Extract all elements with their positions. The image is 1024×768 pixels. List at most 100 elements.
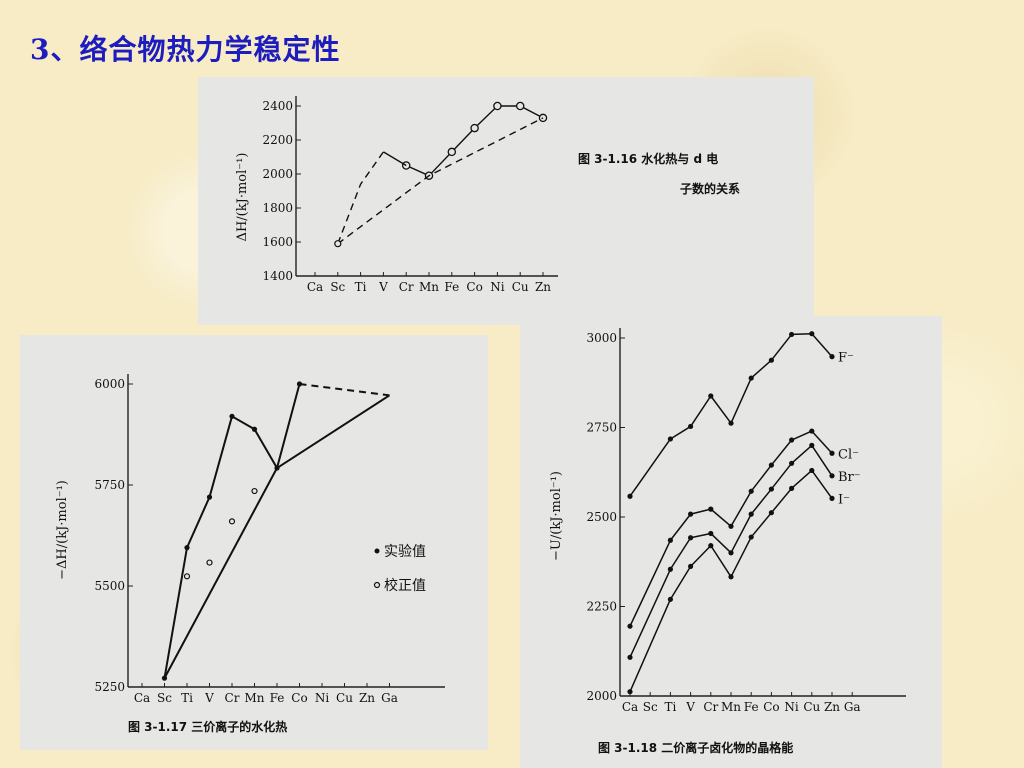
series-line-3	[629, 469, 833, 693]
y-tick-label: 2200	[262, 133, 293, 147]
y-tick-label: 2500	[586, 510, 617, 524]
series-line-0	[405, 105, 544, 177]
chart-hydration-heat-d-electrons: 1400 1600 1800 2000 2200 2400 Ca Sc Ti V Cr Mn Fe Co N…	[235, 96, 740, 294]
series-line-3	[337, 117, 544, 245]
data-point	[768, 462, 774, 468]
x-tick-label: Mn	[244, 691, 264, 705]
data-point	[627, 493, 633, 499]
data-point	[829, 495, 835, 501]
x-tick-label: Mn	[721, 700, 741, 714]
data-point	[809, 467, 815, 474]
legend-label-corrected: 校正值	[384, 577, 426, 594]
data-point	[789, 485, 795, 491]
legend-label-experimental: 实验值	[384, 544, 426, 560]
y-tick-label: 5500	[94, 579, 125, 593]
y-tick-label: 5750	[94, 478, 125, 492]
x-tick-label: Cu	[512, 280, 529, 294]
x-tick-label: Ti	[181, 691, 193, 705]
series-line-1	[629, 430, 833, 627]
y-tick-label: 1800	[262, 201, 293, 215]
x-tick-label: Sc	[643, 700, 658, 714]
x-tick-label: Zn	[824, 700, 840, 714]
caption-line-2: 子数的关系	[680, 181, 740, 196]
x-tick-label: V	[685, 700, 695, 714]
chart-marks	[334, 101, 548, 248]
y-axis-label: −U/(kJ·mol⁻¹)	[549, 471, 564, 561]
series-line-2	[163, 394, 391, 679]
data-point	[768, 357, 774, 363]
x-tick-label: Fe	[444, 280, 459, 294]
data-point	[493, 101, 502, 111]
data-point-corrected	[228, 518, 236, 525]
x-tick-label: Sc	[157, 691, 172, 705]
x-tick-label: Ca	[134, 691, 150, 705]
caption: 图 3-1.17 三价离子的水化热	[128, 719, 287, 734]
y-tick-label: 2000	[586, 689, 617, 703]
data-point	[708, 506, 714, 512]
data-point	[809, 442, 815, 448]
figure-3-1-17-panel: 5250 5500 5750 6000 Ca Sc Ti V Cr Mn Fe Co Ni Cu Zn Ga …	[20, 335, 488, 750]
x-tick-label: Ca	[307, 280, 323, 294]
data-point	[728, 550, 734, 556]
data-point	[515, 101, 525, 111]
data-point	[708, 543, 714, 549]
y-tick-label: 2250	[586, 600, 617, 614]
figure-3-1-16-panel: 1400 1600 1800 2000 2200 2400 Ca Sc Ti V Cr Mn Fe Co N…	[198, 77, 814, 325]
data-point	[768, 486, 774, 492]
y-tick-label: 2000	[262, 167, 293, 181]
chart-marks: F⁻ Cl⁻ Br⁻ I⁻	[627, 331, 861, 695]
x-tick-label: Ga	[844, 700, 861, 714]
x-tick-label: Cu	[336, 691, 353, 705]
data-point	[206, 494, 213, 500]
axes: 1400 1600 1800 2000 2200 2400 Ca Sc Ti V Cr Mn Fe Co N…	[262, 96, 558, 294]
y-tick-label: 2400	[262, 99, 293, 113]
y-tick-label: 5250	[94, 680, 125, 694]
data-point	[708, 530, 714, 537]
slide-title: 3、络合物热力学稳定性	[30, 33, 341, 66]
x-tick-label: Fe	[270, 691, 285, 705]
data-point	[829, 473, 835, 479]
series-line-3	[299, 383, 390, 397]
data-point	[829, 450, 835, 456]
series-line-0	[629, 332, 833, 497]
data-point	[688, 563, 694, 570]
x-tick-label: Cr	[399, 280, 414, 294]
x-tick-label: Zn	[359, 691, 375, 705]
legend-marker-filled	[374, 548, 380, 554]
data-point	[809, 428, 815, 434]
data-point	[768, 510, 774, 516]
data-point	[789, 460, 795, 466]
series-label: Cl⁻	[838, 447, 859, 462]
y-tick-label: 2750	[586, 421, 617, 435]
data-point	[667, 596, 673, 602]
data-point	[470, 123, 479, 133]
legend-marker-open	[373, 581, 381, 589]
data-point	[667, 436, 673, 442]
data-point	[688, 535, 694, 541]
y-tick-label: 3000	[586, 331, 617, 345]
data-point	[184, 545, 190, 551]
x-tick-label: Ca	[622, 700, 638, 714]
x-tick-label: Ni	[490, 280, 505, 294]
data-point	[708, 393, 714, 399]
chart-lattice-energy-halides: 2000 2250 2500 2750 3000 Ca Sc Ti V Cr Mn Fe Co Ni Cu Z…	[549, 328, 906, 755]
data-point	[627, 654, 633, 660]
series-line-2	[629, 444, 833, 658]
y-axis-label: ΔH/(kJ·mol⁻¹)	[235, 153, 250, 242]
caption: 图 3-1.18 二价离子卤化物的晶格能	[598, 740, 793, 755]
x-tick-label: Mn	[419, 280, 439, 294]
series-label: Br⁻	[838, 470, 861, 485]
data-point	[829, 354, 835, 360]
data-point	[789, 331, 795, 338]
y-axis-label: −ΔH/(kJ·mol⁻¹)	[55, 480, 70, 580]
x-tick-label: Ti	[664, 700, 676, 714]
x-tick-label: Co	[466, 280, 482, 294]
data-point	[748, 534, 754, 540]
x-tick-label: Ti	[355, 280, 367, 294]
x-tick-label: Cr	[703, 700, 718, 714]
data-point	[688, 423, 694, 430]
x-tick-label: Ni	[784, 700, 799, 714]
data-point-corrected	[251, 487, 258, 495]
data-point	[728, 574, 734, 580]
